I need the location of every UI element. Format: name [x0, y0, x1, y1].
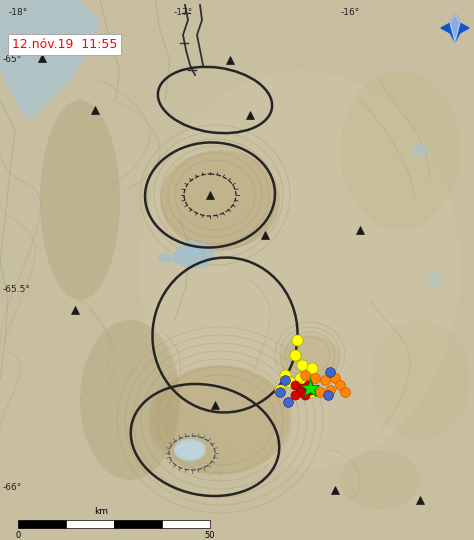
Ellipse shape [160, 150, 280, 250]
Ellipse shape [176, 441, 204, 459]
Text: -66°: -66° [3, 483, 22, 491]
Ellipse shape [80, 320, 180, 480]
Bar [18, 520, 66, 528]
Text: -65.5°: -65.5° [3, 286, 31, 294]
Polygon shape [172, 240, 215, 268]
Bar [66, 520, 114, 528]
Text: -16°: -16° [340, 8, 360, 17]
Polygon shape [0, 0, 100, 120]
Text: -65°: -65° [3, 56, 22, 64]
Ellipse shape [174, 439, 206, 461]
Ellipse shape [280, 335, 340, 385]
Ellipse shape [429, 271, 441, 289]
Text: 50: 50 [205, 531, 215, 540]
Ellipse shape [140, 70, 460, 470]
Bar [162, 520, 210, 528]
Ellipse shape [370, 320, 470, 440]
Polygon shape [450, 14, 460, 42]
Bar [114, 520, 162, 528]
Text: 12.nóv.19  11:55: 12.nóv.19 11:55 [12, 38, 118, 51]
Ellipse shape [40, 100, 120, 300]
Ellipse shape [340, 450, 420, 510]
Text: km: km [94, 507, 108, 516]
Text: -18°: -18° [9, 8, 27, 17]
Text: 0: 0 [15, 531, 21, 540]
Ellipse shape [150, 365, 290, 475]
Polygon shape [441, 14, 469, 42]
Ellipse shape [340, 70, 460, 230]
Text: -17°: -17° [173, 8, 192, 17]
Ellipse shape [185, 246, 205, 258]
Ellipse shape [157, 253, 173, 263]
Ellipse shape [411, 144, 429, 156]
